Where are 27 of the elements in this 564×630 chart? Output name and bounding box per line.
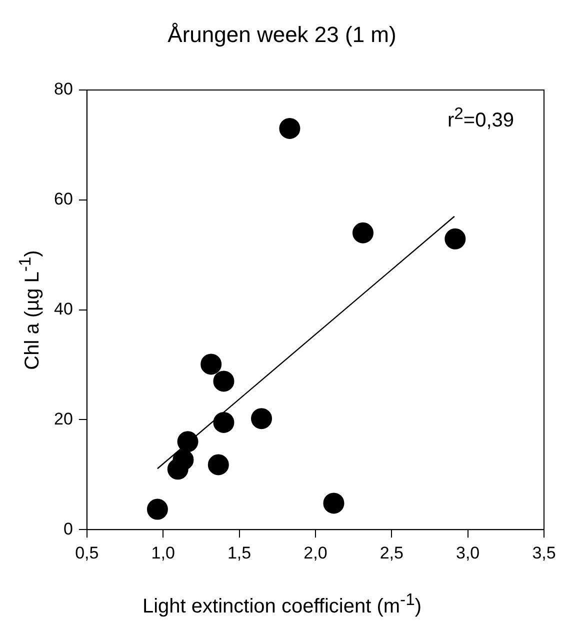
point bbox=[213, 370, 234, 392]
y-tick-label: 0 bbox=[63, 519, 73, 538]
chart-title: Årungen week 23 (1 m) bbox=[166, 22, 398, 48]
point bbox=[177, 431, 198, 452]
x-tick-label: 3,0 bbox=[456, 543, 480, 562]
x-tick-label: 3,5 bbox=[532, 543, 556, 562]
x-axis-title: Light extinction coefficient (m$^{-1}$) bbox=[141, 590, 423, 619]
y-tick-label: 60 bbox=[54, 190, 73, 209]
point bbox=[279, 118, 300, 139]
x-tick-label: 2,5 bbox=[380, 543, 404, 562]
point bbox=[251, 408, 272, 430]
y-tick-label: 40 bbox=[54, 299, 73, 318]
point bbox=[323, 492, 344, 514]
point bbox=[352, 222, 374, 244]
y-tick-label: 20 bbox=[54, 409, 73, 428]
point bbox=[213, 412, 234, 433]
x-tick-label: 0,5 bbox=[75, 543, 99, 562]
point bbox=[172, 449, 194, 470]
point bbox=[146, 498, 168, 520]
point bbox=[200, 354, 222, 375]
point bbox=[208, 454, 229, 476]
y-tick-label: 80 bbox=[54, 80, 73, 99]
point bbox=[444, 228, 466, 250]
annotation: r$^{2}$=0,39 bbox=[447, 104, 514, 133]
x-tick-label: 2,0 bbox=[304, 543, 328, 562]
x-tick-label: 1,5 bbox=[227, 543, 252, 562]
x-tick-label: 1,0 bbox=[151, 543, 175, 562]
